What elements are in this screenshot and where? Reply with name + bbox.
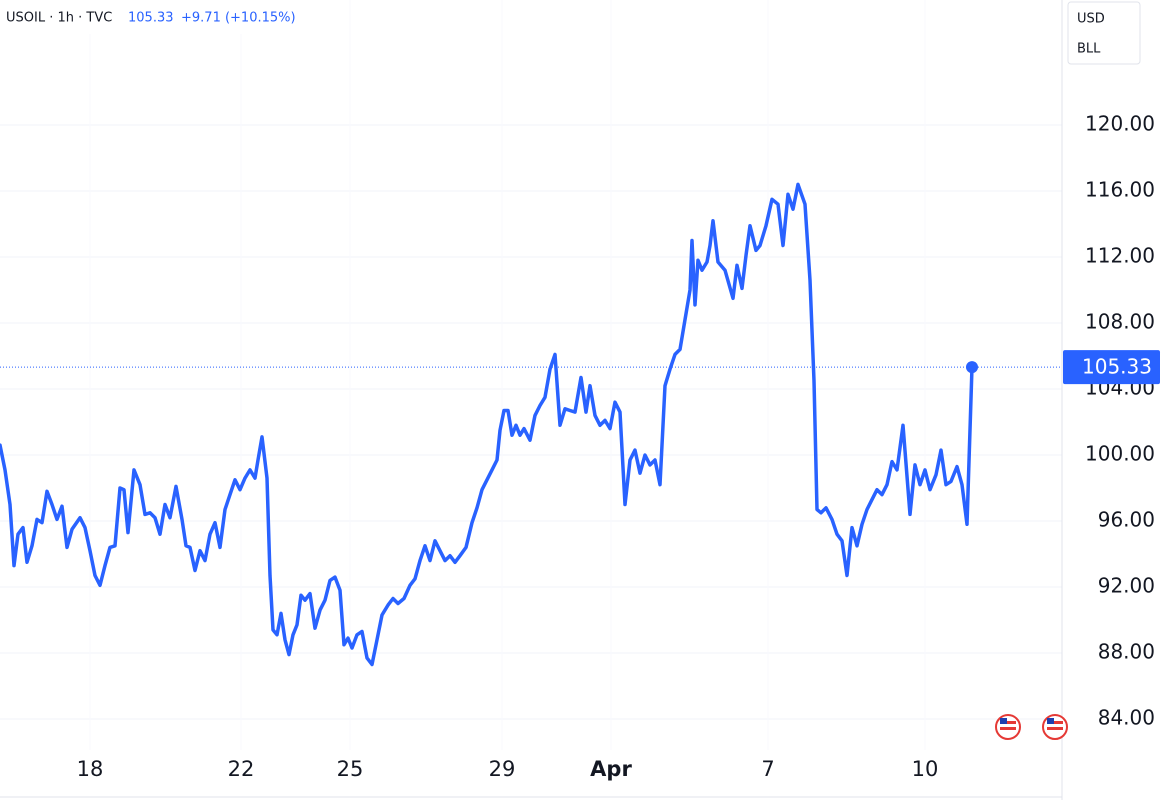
- y-tick-label: 96.00: [1098, 508, 1155, 532]
- y-tick-label: 84.00: [1098, 705, 1155, 729]
- unit: BLL: [1077, 42, 1101, 57]
- x-tick-label: 29: [489, 757, 516, 781]
- last-point: [966, 361, 978, 374]
- x-tick-label: 7: [761, 757, 774, 781]
- y-tick-label: 108.00: [1085, 310, 1155, 334]
- x-tick-label: Apr: [590, 757, 632, 781]
- price: 105.33: [128, 11, 174, 26]
- y-tick-label: 100.00: [1085, 442, 1155, 466]
- grid: [0, 124, 1062, 720]
- y-tick-label: 112.00: [1085, 244, 1155, 268]
- x-tick-label: 18: [77, 757, 104, 781]
- x-tick-label: 22: [228, 757, 255, 781]
- currency-box[interactable]: [1067, 1, 1141, 65]
- x-tick-label: 10: [912, 757, 939, 781]
- price-line: [0, 182, 974, 667]
- last-price-tag: [1063, 350, 1160, 385]
- flag-icon[interactable]: [995, 714, 1021, 740]
- currency: USD: [1077, 12, 1105, 27]
- y-tick-label: 116.00: [1085, 178, 1155, 202]
- change: +9.71 (+10.15%): [181, 11, 296, 26]
- y-tick-label: 88.00: [1098, 639, 1155, 663]
- x-tick-label: 25: [337, 757, 364, 781]
- header-bg: [0, 0, 300, 34]
- y-tick-label: 92.00: [1098, 573, 1155, 597]
- last-price-label: 105.33: [1082, 355, 1152, 379]
- flag-icon[interactable]: [1042, 714, 1068, 740]
- y-tick-label: 120.00: [1085, 112, 1155, 136]
- symbol: USOIL · 1h · TVC: [6, 11, 112, 26]
- plot: [0, 182, 1062, 667]
